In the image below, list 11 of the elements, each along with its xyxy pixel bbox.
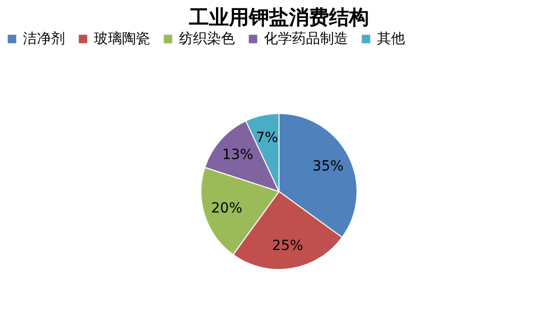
data-label: 25% — [272, 238, 304, 254]
data-label: 35% — [312, 158, 344, 175]
data-label: 13% — [222, 147, 254, 164]
data-label: 20% — [211, 200, 242, 216]
legend-label: 化学药品制造 — [264, 31, 348, 47]
legend-label: 纺织染色 — [179, 31, 235, 47]
legend-label: 洁净剂 — [23, 31, 65, 47]
data-label: 7% — [256, 130, 278, 146]
legend-label: 玻璃陶瓷 — [94, 31, 150, 47]
chart-title: 工业用钾盐消费结构 — [188, 5, 369, 29]
legend-label: 其他 — [377, 31, 405, 47]
